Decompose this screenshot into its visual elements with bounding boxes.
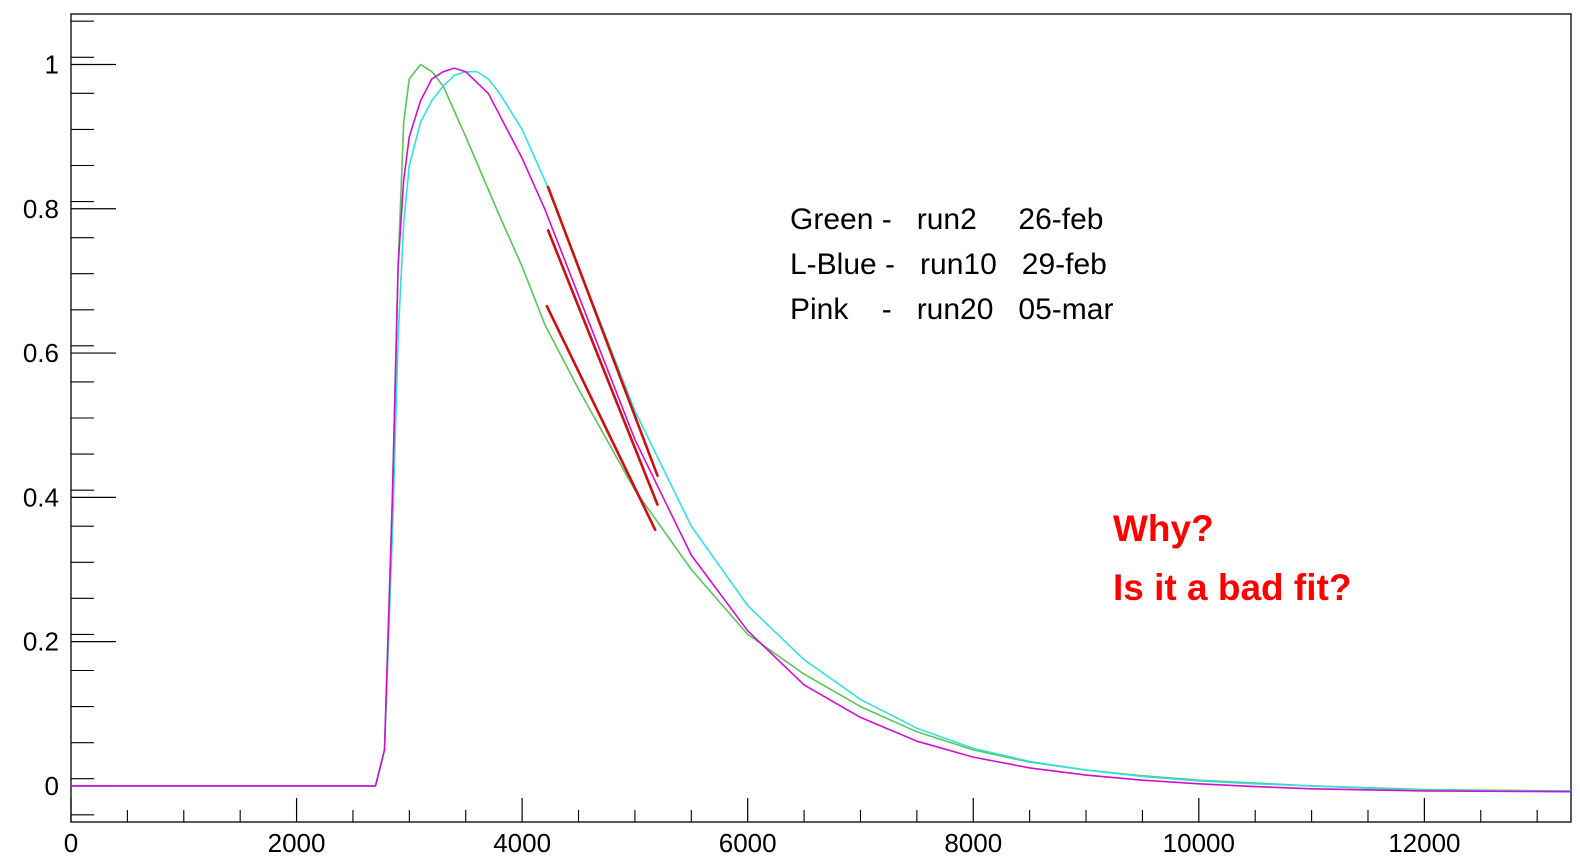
- series-layer: [71, 63, 1572, 793]
- x-tick-label: 2000: [268, 828, 326, 858]
- legend-line-light-blue: L-Blue - run10 29-feb: [790, 248, 1107, 281]
- series-light-blue-run10: [71, 70, 1572, 792]
- legend-line-pink: Pink - run20 05-mar: [790, 293, 1113, 326]
- series-pink-run20: [71, 67, 1572, 793]
- y-tick-label: 0.4: [23, 482, 59, 512]
- y-tick-label: 1: [45, 50, 59, 80]
- axes: 0 0.2 0.4 0.6 0.8 1 0 2000 4000 6000 8000 10000 1200…: [23, 20, 1538, 858]
- legend-text: Green - run2 26-feb L-Blue - run10 29-fe…: [790, 203, 1113, 326]
- annotation-bad-fit: Is it a bad fit?: [1113, 567, 1351, 608]
- y-tick-label: 0: [45, 771, 59, 801]
- y-tick-label: 0.2: [23, 627, 59, 657]
- x-tick-label: 10000: [1163, 828, 1235, 858]
- y-tick-label: 0.6: [23, 338, 59, 368]
- annotation-text: Why? Is it a bad fit?: [1113, 508, 1351, 608]
- fit-segment: [545, 304, 657, 532]
- x-tick-label: 0: [64, 828, 78, 858]
- series-green-run2: [71, 63, 1572, 792]
- x-tick-label: 12000: [1388, 828, 1460, 858]
- x-tick-label: 6000: [719, 828, 777, 858]
- fit-segment: [546, 229, 659, 506]
- plot-frame: [70, 13, 1572, 823]
- x-tick-label: 4000: [493, 828, 551, 858]
- x-tick-label: 8000: [944, 828, 1002, 858]
- fit-layer: [545, 185, 659, 532]
- annotation-why: Why?: [1113, 508, 1214, 549]
- y-tick-label: 0.8: [23, 194, 59, 224]
- legend-line-green: Green - run2 26-feb: [790, 203, 1104, 236]
- fit-segment: [546, 185, 659, 478]
